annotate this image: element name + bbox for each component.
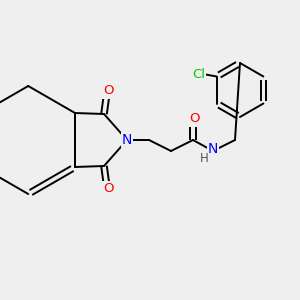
Text: N: N [122,133,132,147]
Text: N: N [208,142,218,156]
Text: O: O [103,85,113,98]
Text: O: O [190,112,200,125]
Text: H: H [200,152,208,164]
Text: Cl: Cl [192,68,205,81]
Text: O: O [103,182,113,196]
